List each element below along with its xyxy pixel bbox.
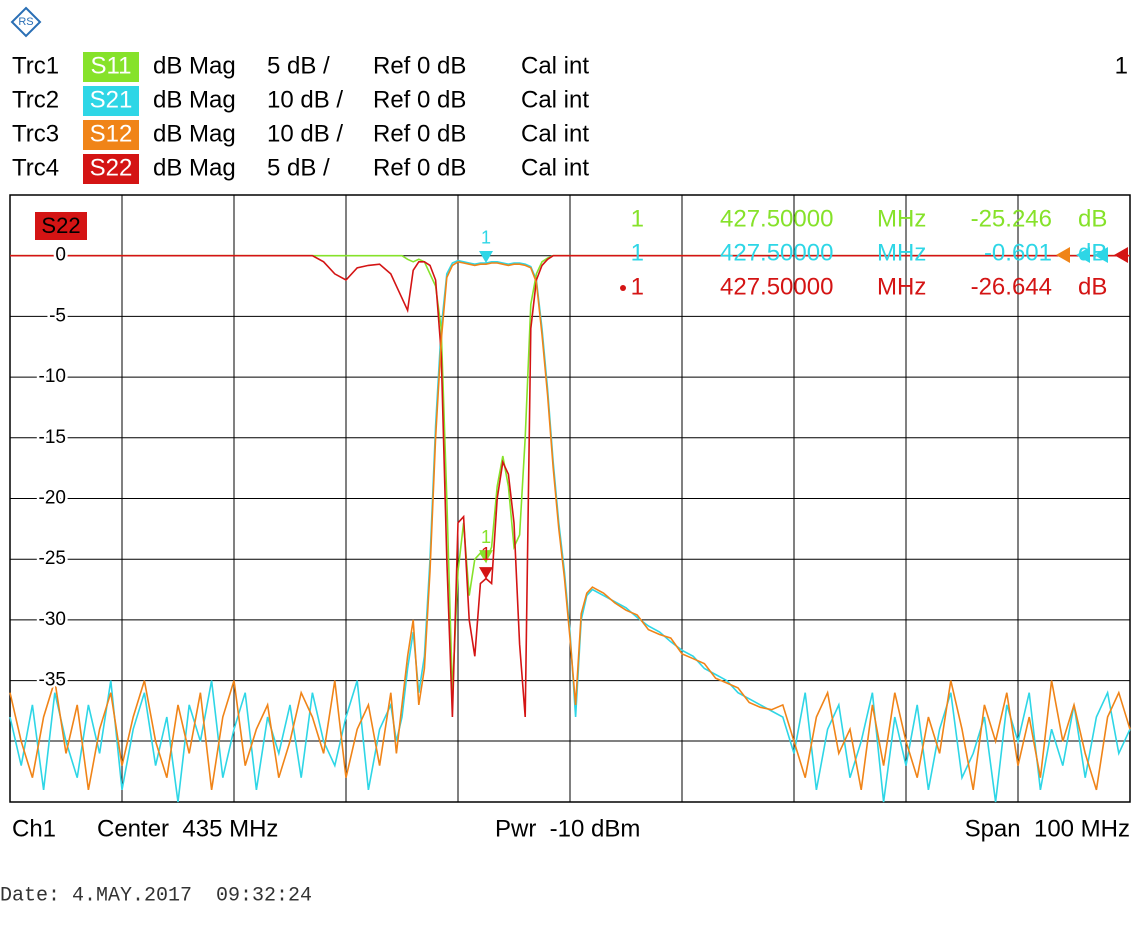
y-tick-label: -5 bbox=[49, 305, 66, 326]
readout-unit: dB bbox=[1078, 205, 1107, 232]
ref-indicators bbox=[1056, 247, 1128, 263]
trace-ref: Ref 0 dB bbox=[373, 52, 466, 79]
channel-number: 1 bbox=[1115, 52, 1128, 79]
trace-id: Trc3 bbox=[12, 120, 59, 147]
date: Date: 4.MAY.2017 09:32:24 bbox=[0, 884, 312, 907]
readout-name: 1 bbox=[631, 205, 644, 232]
readout-x-unit: MHz bbox=[877, 239, 926, 266]
trace-param: S11 bbox=[91, 52, 132, 79]
marker-label: 1 bbox=[481, 527, 491, 547]
y-tick-label: -30 bbox=[39, 609, 66, 630]
trace-format: dB Mag bbox=[153, 52, 236, 79]
active-trace-label: S22 bbox=[41, 213, 80, 238]
trace-cal: Cal int bbox=[521, 154, 589, 181]
trace-scale: 5 dB / bbox=[267, 154, 330, 181]
readout-value: -26.644 bbox=[971, 273, 1052, 300]
trace-scale: 10 dB / bbox=[267, 120, 343, 147]
active-trace-bg bbox=[35, 212, 87, 240]
trace-line bbox=[9, 260, 1131, 791]
y-tick-label: -15 bbox=[39, 427, 66, 448]
trace-scale: 10 dB / bbox=[267, 86, 343, 113]
svg-text:RS: RS bbox=[18, 16, 33, 28]
trace-param-bg bbox=[83, 120, 139, 150]
readout-x: 427.50000 bbox=[720, 239, 833, 266]
trace-cal: Cal int bbox=[521, 120, 589, 147]
marker-label: 1 bbox=[481, 228, 491, 248]
readout-x-unit: MHz bbox=[877, 273, 926, 300]
footer-span: Span 100 MHz bbox=[965, 815, 1130, 842]
readout-x: 427.50000 bbox=[720, 273, 833, 300]
readout-x: 427.50000 bbox=[720, 205, 833, 232]
trace-format: dB Mag bbox=[153, 86, 236, 113]
marker bbox=[479, 567, 493, 580]
trace-param-bg bbox=[83, 86, 139, 116]
y-tick-label: -10 bbox=[39, 366, 66, 387]
footer-channel: Ch1 bbox=[12, 815, 56, 842]
trace-param: S22 bbox=[90, 154, 133, 181]
trace-id: Trc1 bbox=[12, 52, 59, 79]
readout-value: -0.601 bbox=[984, 239, 1052, 266]
marker bbox=[479, 550, 493, 563]
readout-name: 1 bbox=[631, 273, 644, 300]
trace-id: Trc2 bbox=[12, 86, 59, 113]
readout-name: 1 bbox=[631, 239, 644, 266]
trace-param-bg bbox=[83, 52, 139, 82]
trace-scale: 5 dB / bbox=[267, 52, 330, 79]
readout-x-unit: MHz bbox=[877, 205, 926, 232]
marker-label: 1 bbox=[481, 544, 491, 564]
y-tick-label: -20 bbox=[39, 488, 66, 509]
trace-param: S21 bbox=[90, 86, 133, 113]
plot-area bbox=[9, 254, 1131, 803]
trace-ref: Ref 0 dB bbox=[373, 154, 466, 181]
trace-ref: Ref 0 dB bbox=[373, 120, 466, 147]
footer-center: Center 435 MHz bbox=[97, 815, 278, 842]
y-tick-label: -35 bbox=[39, 670, 66, 691]
readout-value: -25.246 bbox=[971, 205, 1052, 232]
footer-power: Pwr -10 dBm bbox=[495, 815, 640, 842]
trace-param: S12 bbox=[90, 120, 133, 147]
trace-format: dB Mag bbox=[153, 120, 236, 147]
active-marker-dot bbox=[620, 285, 626, 291]
logo: RS bbox=[10, 6, 42, 38]
trace-cal: Cal int bbox=[521, 86, 589, 113]
trace-id: Trc4 bbox=[12, 154, 59, 181]
trace-ref: Ref 0 dB bbox=[373, 86, 466, 113]
y-tick-label: 0 bbox=[55, 245, 66, 266]
trace-param-bg bbox=[83, 154, 139, 184]
trace-line bbox=[10, 254, 1130, 718]
trace-cal: Cal int bbox=[521, 52, 589, 79]
trace-line bbox=[9, 259, 1131, 803]
trace-format: dB Mag bbox=[153, 154, 236, 181]
y-tick-label: -25 bbox=[39, 548, 66, 569]
readout-unit: dB bbox=[1078, 273, 1107, 300]
marker bbox=[479, 250, 493, 263]
